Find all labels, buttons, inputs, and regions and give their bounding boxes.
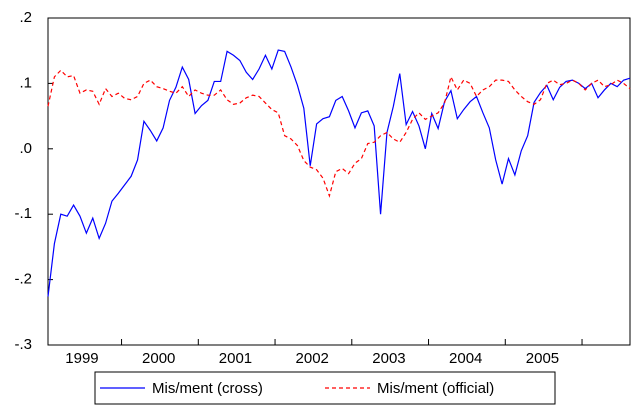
y-tick-label: -.3 bbox=[14, 336, 32, 353]
y-tick-label: .2 bbox=[19, 9, 32, 26]
x-tick-label: 2001 bbox=[219, 350, 252, 367]
legend-label: Mis/ment (cross) bbox=[152, 380, 263, 397]
y-tick-label: -.1 bbox=[14, 205, 32, 222]
series-line bbox=[47, 49, 631, 297]
x-tick-label: 1999 bbox=[65, 350, 98, 367]
plot-frame bbox=[47, 17, 631, 346]
x-tick-label: 2003 bbox=[372, 350, 405, 367]
x-tick-label: 2000 bbox=[142, 350, 175, 367]
series-line bbox=[47, 69, 631, 198]
y-tick-label: .1 bbox=[19, 74, 32, 91]
x-tick-label: 2004 bbox=[449, 350, 482, 367]
y-tick-label: .0 bbox=[19, 140, 32, 157]
legend-label: Mis/ment (official) bbox=[377, 380, 494, 397]
x-tick-label: 2002 bbox=[296, 350, 329, 367]
x-tick-label: 2005 bbox=[526, 350, 559, 367]
y-tick-label: -.2 bbox=[14, 271, 32, 288]
